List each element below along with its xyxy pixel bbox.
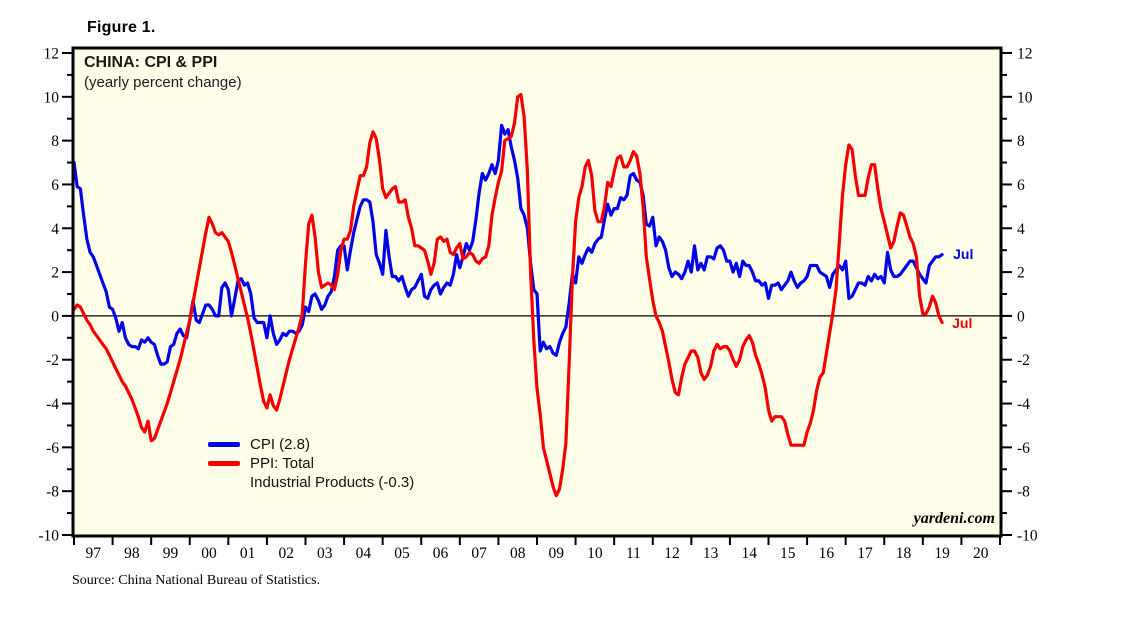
x-tick-label: 99 xyxy=(163,545,179,562)
y-tick-label-left: -6 xyxy=(46,440,59,457)
x-tick-label: 16 xyxy=(819,545,835,562)
x-tick-label: 00 xyxy=(201,545,217,562)
legend-cpi-swatch xyxy=(208,442,240,447)
y-tick-label-left: 8 xyxy=(51,133,59,150)
x-tick-label: 07 xyxy=(471,545,487,562)
chart-title: CHINA: CPI & PPI xyxy=(84,54,218,71)
x-tick-label: 11 xyxy=(626,545,641,562)
x-tick-label: 06 xyxy=(433,545,449,562)
y-tick-label-right: 0 xyxy=(1017,308,1025,325)
x-tick-label: 15 xyxy=(780,545,796,562)
x-tick-label: 18 xyxy=(896,545,912,562)
source-note: Source: China National Bureau of Statist… xyxy=(72,573,321,588)
cpi-latest-label: Jul xyxy=(953,245,974,262)
legend-row-ppi-cont: Industrial Products (-0.3) xyxy=(208,473,414,492)
y-tick-label-left: 0 xyxy=(51,308,59,325)
x-tick-label: 10 xyxy=(587,545,603,562)
y-tick-label-right: -8 xyxy=(1017,484,1030,501)
x-tick-label: 97 xyxy=(86,545,102,562)
y-tick-label-left: 6 xyxy=(51,177,59,194)
x-tick-label: 14 xyxy=(741,545,757,562)
y-tick-label-right: -6 xyxy=(1017,440,1030,457)
y-tick-label-right: 4 xyxy=(1017,221,1025,238)
y-tick-label-left: -10 xyxy=(38,528,59,545)
ppi-latest-label: Jul xyxy=(952,315,973,332)
y-tick-label-right: 2 xyxy=(1017,265,1025,282)
legend-ppi-swatch xyxy=(208,461,240,466)
y-tick-label-left: -8 xyxy=(46,484,59,501)
watermark: yardeni.com xyxy=(913,510,995,527)
x-tick-label: 08 xyxy=(510,545,526,562)
y-tick-label-right: 10 xyxy=(1017,89,1033,106)
plot-border xyxy=(71,46,1003,538)
x-tick-label: 01 xyxy=(240,545,256,562)
y-tick-label-right: 8 xyxy=(1017,133,1025,150)
y-tick-label-left: -2 xyxy=(46,352,59,369)
y-tick-label-right: -2 xyxy=(1017,352,1030,369)
x-tick-label: 19 xyxy=(934,545,950,562)
x-tick-label: 12 xyxy=(664,545,680,562)
x-tick-label: 20 xyxy=(973,545,989,562)
x-tick-label: 04 xyxy=(356,545,372,562)
x-tick-label: 98 xyxy=(124,545,140,562)
y-tick-label-right: 12 xyxy=(1017,46,1033,63)
x-tick-label: 13 xyxy=(703,545,719,562)
y-tick-label-left: 12 xyxy=(44,46,60,63)
y-tick-label-left: 4 xyxy=(51,221,59,238)
ppi-line xyxy=(72,92,944,498)
x-tick-label: 02 xyxy=(278,545,294,562)
y-tick-label-left: -4 xyxy=(46,396,59,413)
figure-label: Figure 1. xyxy=(87,19,156,36)
legend-row-cpi: CPI (2.8) xyxy=(208,435,414,454)
chart-subtitle: (yearly percent change) xyxy=(84,74,242,91)
y-tick-label-right: -10 xyxy=(1017,528,1038,545)
y-tick-label-right: -4 xyxy=(1017,396,1030,413)
x-tick-label: 17 xyxy=(857,545,873,562)
y-tick-label-right: 6 xyxy=(1017,177,1025,194)
x-tick-label: 03 xyxy=(317,545,333,562)
legend-cpi-label: CPI (2.8) xyxy=(250,436,311,453)
legend-ppi-label-line2: Industrial Products (-0.3) xyxy=(250,474,415,491)
y-tick-label-left: 2 xyxy=(51,265,59,282)
legend-row-ppi: PPI: Total xyxy=(208,454,414,473)
y-tick-label-left: 10 xyxy=(44,89,60,106)
cpi-line xyxy=(72,123,944,366)
legend: CPI (2.8) PPI: Total Industrial Products… xyxy=(208,435,414,492)
x-tick-label: 05 xyxy=(394,545,410,562)
legend-ppi-label-line1: PPI: Total xyxy=(250,455,314,472)
x-tick-label: 09 xyxy=(549,545,565,562)
